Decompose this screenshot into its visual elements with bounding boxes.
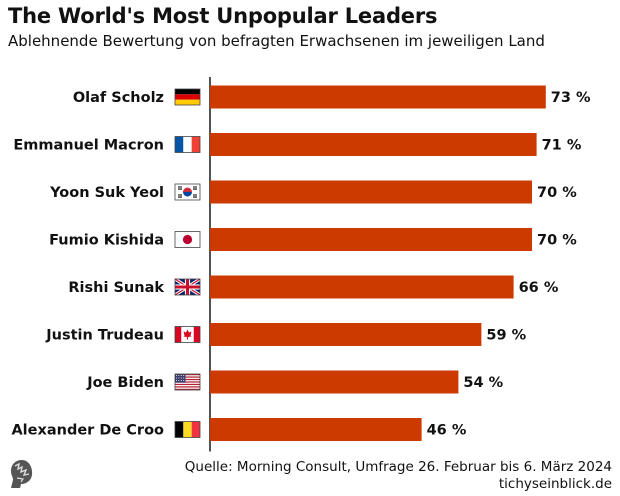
category-label: Justin Trudeau xyxy=(45,328,164,344)
category-label: Alexander De Croo xyxy=(11,423,164,439)
site-credit[interactable]: tichyseinblick.de xyxy=(498,476,612,492)
source-note: Quelle: Morning Consult, Umfrage 26. Feb… xyxy=(184,459,612,475)
canada-flag-icon xyxy=(174,326,201,343)
uk-flag-icon xyxy=(174,277,201,297)
usa-flag-icon xyxy=(174,373,201,391)
data-label: 73 % xyxy=(551,90,591,106)
data-label: 70 % xyxy=(537,185,577,201)
bar xyxy=(210,133,537,156)
data-label: 66 % xyxy=(519,280,559,296)
category-label: Emmanuel Macron xyxy=(13,138,164,154)
chart-title: The World's Most Unpopular Leaders xyxy=(8,4,438,28)
france-flag-icon xyxy=(174,136,201,153)
bar-chart: Olaf Scholz 73 % Emmanuel Macron 71 % Yoon S… xyxy=(11,77,591,452)
bar xyxy=(210,418,422,441)
category-label: Olaf Scholz xyxy=(73,90,164,106)
chart-subtitle: Ablehnende Bewertung von befragten Erwac… xyxy=(8,32,545,50)
belgium-flag-icon xyxy=(174,421,201,438)
bar xyxy=(210,275,514,299)
bar xyxy=(210,370,459,394)
bar xyxy=(210,180,532,204)
south-korea-flag-icon xyxy=(174,183,201,201)
category-label: Joe Biden xyxy=(86,375,164,391)
bar xyxy=(210,323,482,346)
data-label: 59 % xyxy=(486,328,526,344)
category-label: Yoon Suk Yeol xyxy=(49,185,164,201)
data-label: 46 % xyxy=(427,423,467,439)
data-label: 54 % xyxy=(463,375,503,391)
germany-flag-icon xyxy=(174,88,201,106)
data-label: 71 % xyxy=(542,138,582,154)
category-label: Rishi Sunak xyxy=(68,280,164,296)
category-label: Fumio Kishida xyxy=(49,233,164,249)
data-label: 70 % xyxy=(537,233,577,249)
japan-flag-icon xyxy=(174,231,201,248)
site-logo-icon xyxy=(11,460,33,488)
bar xyxy=(210,228,532,251)
bar xyxy=(210,85,546,109)
